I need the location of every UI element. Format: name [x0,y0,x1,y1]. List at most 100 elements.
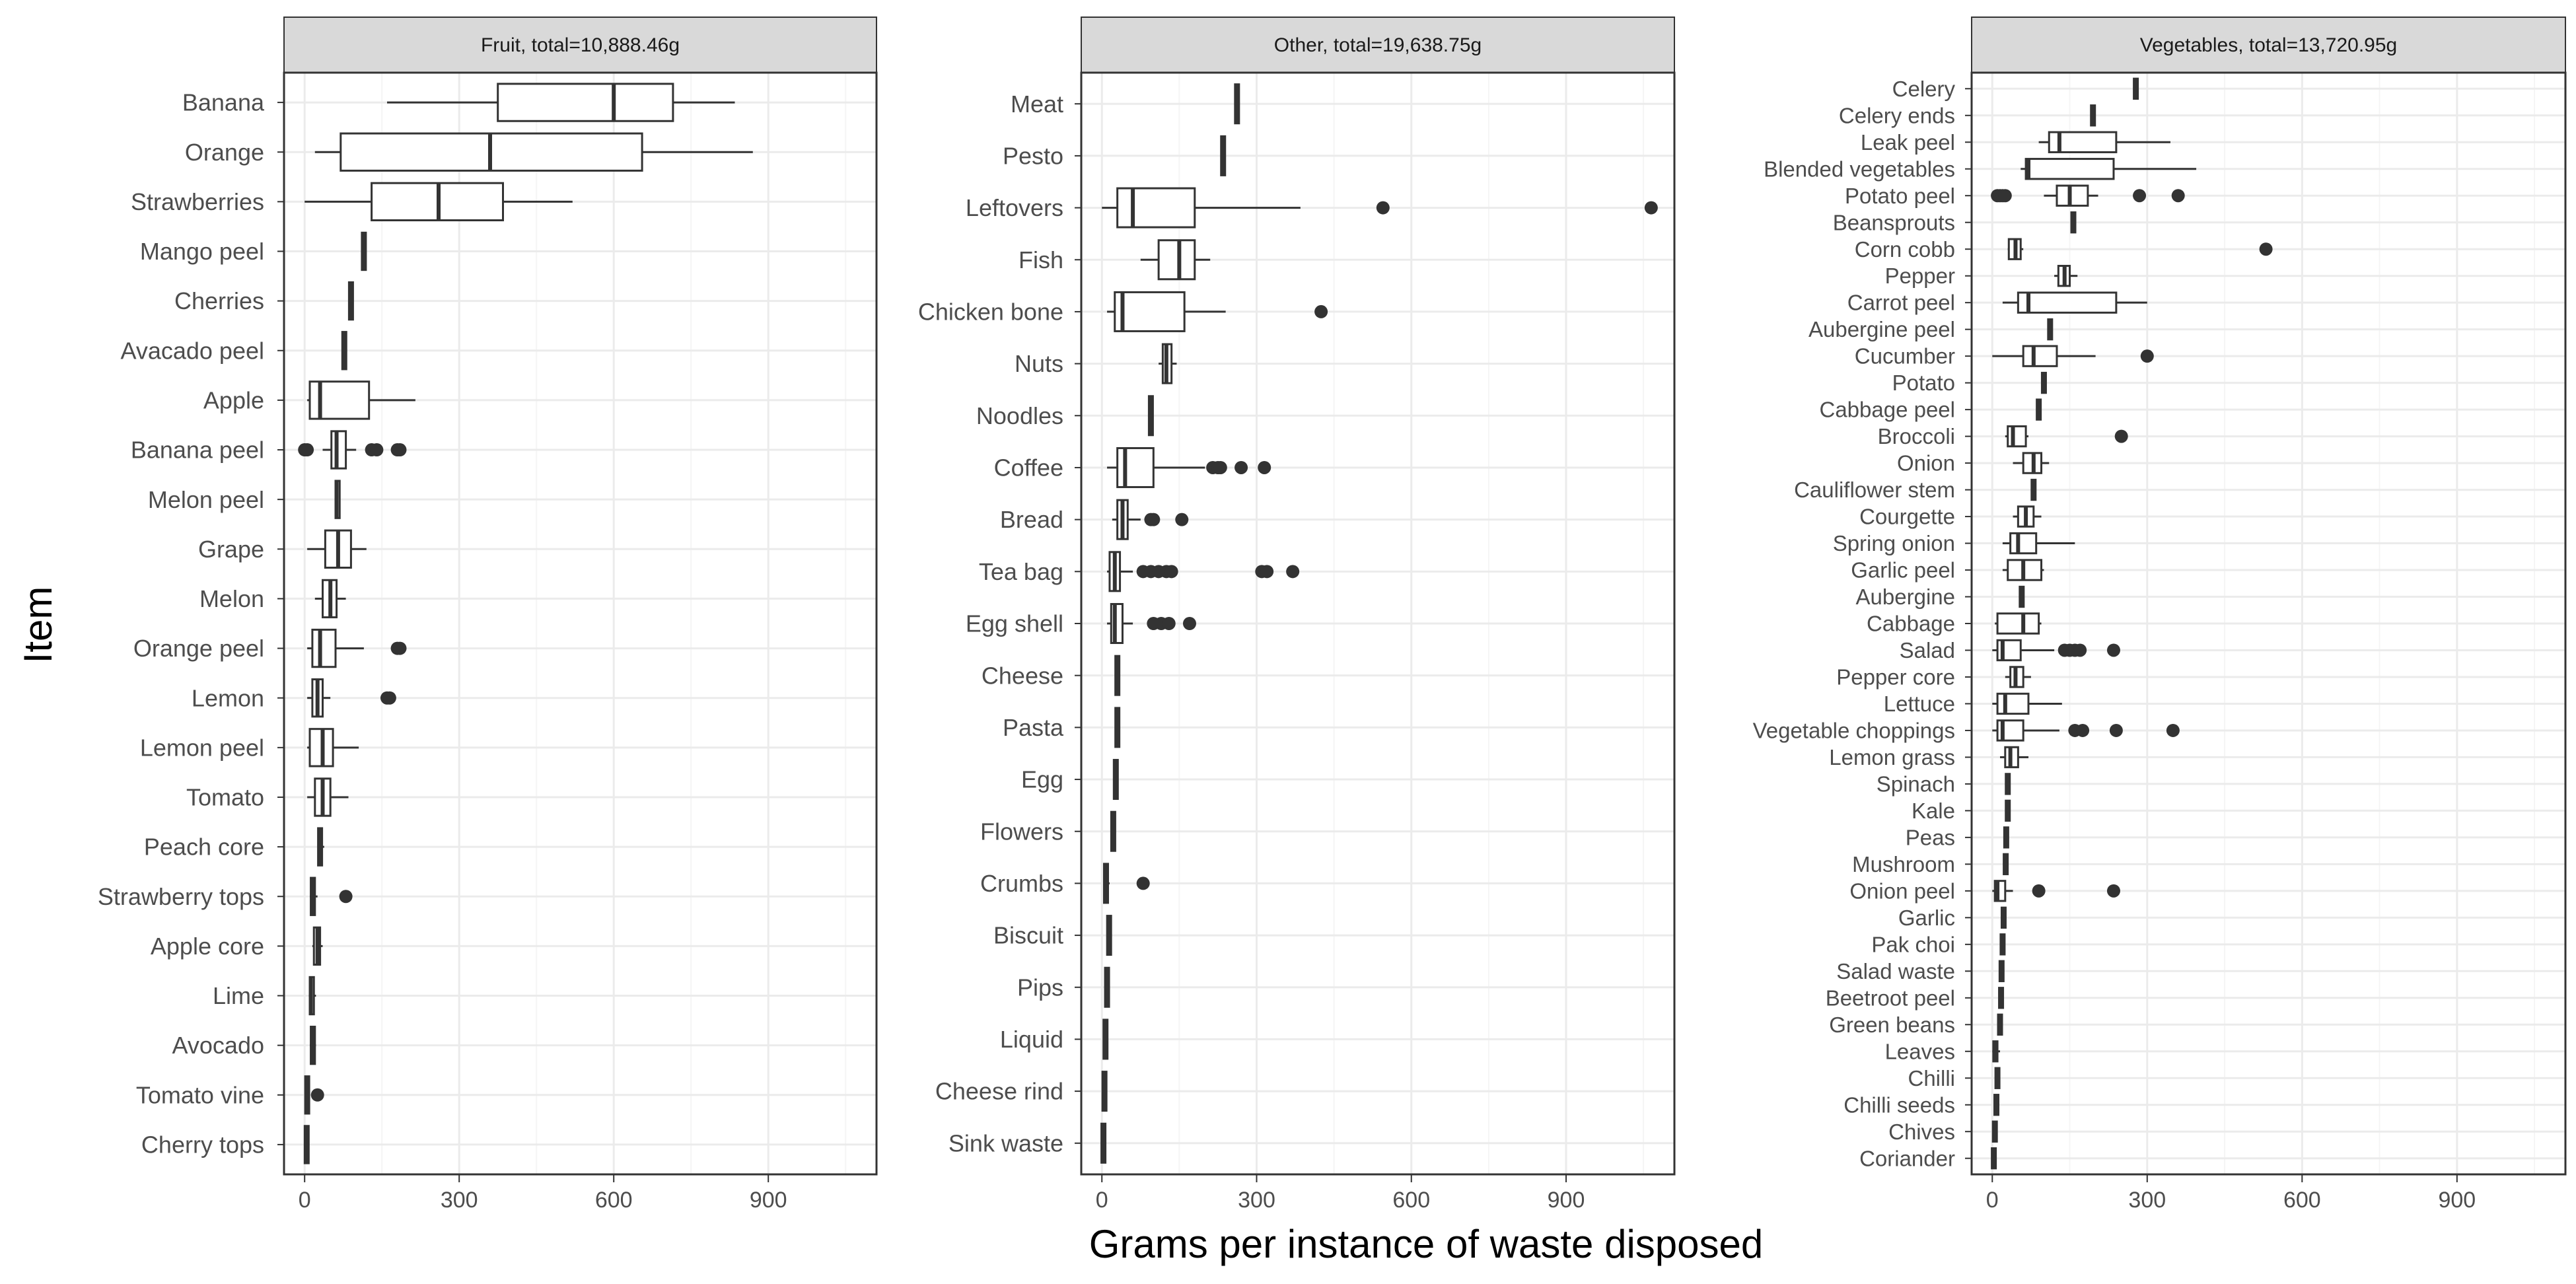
box-fruit-avocado [310,1025,316,1065]
box-vegetables-lettuce [1992,692,2062,715]
category-label-other: Bread [1000,506,1063,533]
category-label-vegetables: Carrot peel [1847,291,1955,315]
box-vegetables-kale [2005,799,2011,822]
outlier-point [1260,565,1274,579]
box-fruit-banana-peel [298,430,407,470]
facet-other: Other, total=19,638.75g Meat Pesto Leftover… [918,17,1676,1213]
outlier-point [370,443,384,457]
box-fruit-strawberry-tops [310,876,353,916]
box-other-fish [1140,239,1211,281]
outlier-point [339,890,353,904]
category-label-fruit: Apple [203,386,264,413]
category-label-other: Pips [1017,974,1063,1001]
box-vegetables-celery-ends [2090,104,2096,127]
facet-strip-fruit [283,17,877,73]
facet-vegetables: Vegetables, total=13,720.95g CeleryCelery… [1753,17,2567,1213]
box-fruit-cherry-tops [303,1125,310,1164]
outlier-point [1136,876,1150,890]
box-fruit-lemon-peel [307,728,359,767]
category-label-fruit: Strawberries [131,188,264,215]
category-label-fruit: Orange [185,139,264,166]
box-vegetables-cauliflower-stem [2030,478,2037,501]
box-iqr [1996,612,2040,635]
category-label-vegetables: Salad [1900,638,1955,662]
box-vegetables-leak-peel [2038,131,2170,153]
outlier-point [2032,884,2046,898]
x-axis-title: Grams per instance of waste disposed [1089,1222,1764,1266]
x-tick-label-other: 300 [1238,1188,1275,1213]
category-label-fruit: Grape [198,536,264,563]
category-label-vegetables: Kale [1912,799,1955,823]
category-label-other: Pasta [1003,714,1064,741]
outlier-point [1147,513,1161,526]
x-tick-label-fruit: 0 [299,1188,311,1213]
category-label-vegetables: Cucumber [1855,344,1955,369]
box-vegetables-courgette [2013,505,2042,528]
box-other-nuts [1159,343,1177,384]
category-label-other: Fish [1019,246,1063,273]
category-label-vegetables: Pak choi [1871,932,1955,956]
outlier-point [393,443,407,457]
x-tick-label-other: 0 [1096,1188,1108,1213]
category-label-other: Cheese rind [935,1078,1063,1105]
plot-background-fruit [284,73,877,1174]
category-label-fruit: Cherries [174,287,264,314]
category-label-vegetables: Lettuce [1884,692,1955,716]
category-label-fruit: Lemon [192,684,264,711]
box-vegetables-blended-vegetables [2021,158,2197,180]
category-label-vegetables: Salad waste [1836,959,1955,983]
box-other-leftovers [1102,187,1658,229]
category-label-other: Pesto [1003,142,1063,169]
category-label-other: Tea bag [979,558,1063,585]
category-label-vegetables: Chives [1888,1120,1955,1144]
category-label-vegetables: Vegetable choppings [1753,718,1955,742]
box-vegetables-salad-waste [1998,960,2005,982]
x-tick-label-other: 600 [1392,1188,1430,1213]
box-iqr [1157,239,1196,281]
x-tick-label-vegetables: 900 [2438,1188,2476,1213]
box-vegetables-carrot-peel [2002,291,2147,314]
outlier-point [2133,189,2147,203]
facet-strip-other [1081,17,1675,73]
category-label-vegetables: Chilli [1908,1066,1955,1090]
box-vegetables-pepper-core [2005,666,2031,688]
category-label-vegetables: Beansprouts [1833,210,1955,234]
category-label-vegetables: Lemon grass [1829,745,1955,769]
box-vegetables-cabbage [1995,612,2042,635]
outlier-point [2166,723,2180,737]
category-label-fruit: Tomato [186,784,264,811]
box-iqr [2024,158,2115,180]
category-label-fruit: Tomato vine [136,1081,264,1108]
box-iqr [1116,187,1196,229]
category-label-vegetables: Mushroom [1852,852,1955,876]
box-other-liquid [1102,1018,1109,1060]
box-fruit-apple [307,380,415,420]
box-vegetables-aubergine [2019,585,2025,608]
outlier-point [2106,643,2120,657]
box-vegetables-beetroot-peel [1998,987,2005,1009]
box-vegetables-garlic-peel [2002,559,2044,581]
category-label-fruit: Banana [182,89,265,116]
box-iqr [497,83,674,122]
category-label-fruit: Melon [199,585,264,612]
outlier-point [1998,189,2012,203]
box-other-pesto [1220,135,1227,176]
outlier-point [310,1088,324,1102]
category-label-vegetables: Courgette [1859,505,1955,529]
box-fruit-tomato [307,777,349,817]
category-label-fruit: Banana peel [131,437,264,464]
category-label-vegetables: Pepper core [1836,665,1955,690]
box-vegetables-leaves [1992,1040,2000,1063]
box-fruit-melon-peel [334,480,341,519]
category-label-other: Flowers [980,818,1063,845]
category-label-other: Liquid [1000,1026,1063,1053]
box-other-flowers [1110,810,1116,852]
box-vegetables-coriander [1991,1147,1997,1170]
facet-title-fruit: Fruit, total=10,888.46g [481,34,680,56]
category-label-vegetables: Coriander [1859,1146,1955,1170]
box-fruit-tomato-vine [304,1075,324,1115]
category-label-vegetables: Corn cobb [1855,237,1955,262]
box-fruit-orange [314,132,753,172]
box-iqr [2056,184,2089,207]
